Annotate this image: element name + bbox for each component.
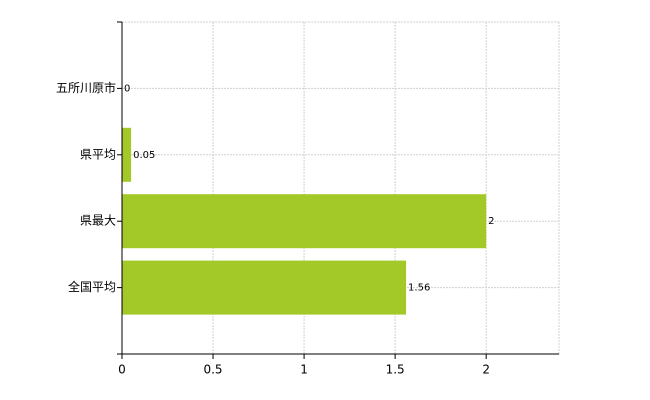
x-tick-label: 1 (300, 363, 308, 377)
y-tick-label: 全国平均 (68, 279, 116, 294)
y-tick-label: 県最大 (80, 214, 116, 228)
y-tick-label: 五所川原市 (56, 80, 116, 95)
y-tick-label: 県平均 (80, 147, 116, 161)
x-tick-label: 2 (482, 363, 490, 377)
data-label: 0 (124, 83, 130, 94)
data-label: 0.05 (133, 150, 155, 161)
x-tick-label: 0.5 (203, 363, 222, 377)
x-tick-label: 1.5 (386, 363, 405, 377)
bar (122, 260, 407, 315)
bar (122, 194, 487, 249)
data-label: 2 (488, 216, 494, 227)
x-tick-label: 0 (118, 363, 126, 377)
bar (122, 127, 132, 182)
data-label: 1.56 (408, 283, 430, 294)
